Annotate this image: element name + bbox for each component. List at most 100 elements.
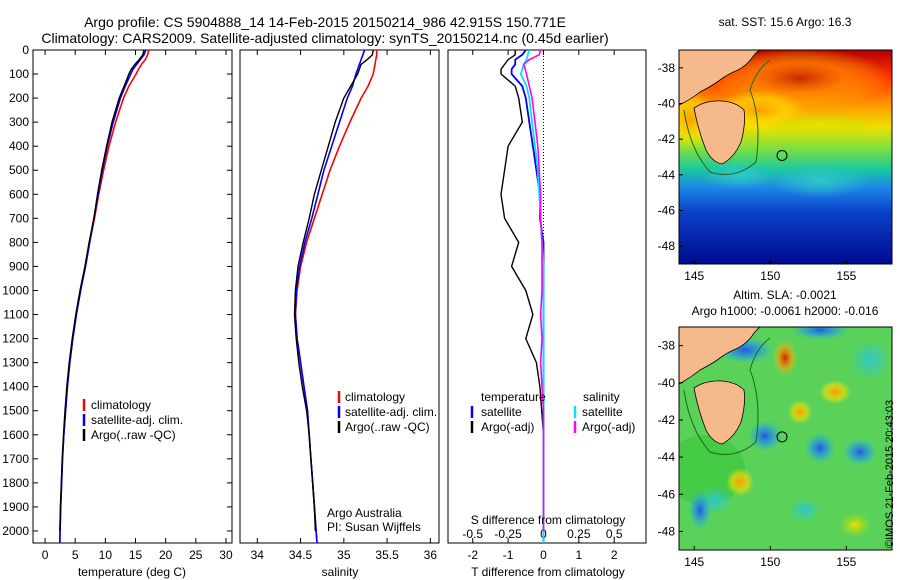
sst-heatmap (679, 50, 892, 264)
temperature-profile-panel: 0100200300400500600700800900100011001200… (2, 43, 646, 579)
x-tick-label: -2 (467, 548, 478, 562)
map-x-tick-label: 145 (684, 555, 704, 569)
sla-map-frame (678, 326, 893, 551)
legend-temperature-title: temperature (481, 390, 546, 404)
x-tick-label: 2 (611, 548, 618, 562)
series-line-salinity-argo-adj- (522, 49, 545, 531)
map-x-tick-label: 145 (684, 269, 704, 283)
depth-tick-label: 100 (9, 67, 29, 81)
legend-argo-raw-label: Argo(..raw -QC) (345, 420, 430, 434)
x-tick-label: 36 (424, 548, 438, 562)
map-y-tick-label: -40 (658, 376, 676, 390)
map-y-tick-label: -46 (658, 204, 676, 218)
x-tick-label: -1 (503, 548, 514, 562)
legend-salinity-title: salinity (583, 390, 620, 404)
depth-tick-label: 500 (9, 163, 29, 177)
map-y-tick-label: -48 (658, 239, 676, 253)
map-x-tick-label: 155 (836, 269, 856, 283)
x-tick-label: 35 (337, 548, 351, 562)
x-tick-label: 34 (251, 548, 265, 562)
legend-t-argo-label: Argo(-adj) (481, 420, 534, 434)
map-x-tick-label: 155 (836, 555, 856, 569)
x-tick-label: 0 (42, 548, 49, 562)
depth-tick-label: 1100 (3, 308, 29, 322)
sla-map-title: Altim. SLA: -0.0021 (733, 288, 837, 302)
legend-satellite-clim-label: satellite-adj. clim. (91, 413, 183, 427)
difference-plot-frame (447, 49, 647, 544)
sst-map-panel: sat. SST: 15.6 Argo: 16.3 145 150 155 -38 -4… (658, 15, 893, 283)
figure-title-line2: Climatology: CARS2009. Satellite-adjuste… (41, 30, 609, 46)
depth-tick-label: 1700 (2, 452, 29, 466)
t-difference-x-label: T difference from climatology (471, 565, 625, 579)
x-tick-label: 0 (540, 548, 547, 562)
sst-map-axes: 145 150 155 -38 -40 -42 -44 -46 -48 (658, 61, 857, 283)
difference-series (500, 49, 545, 543)
sla-heatmap (679, 327, 892, 550)
argo-australia-annotation: Argo Australia (327, 506, 402, 520)
legend-argo-raw-label: Argo(..raw -QC) (91, 428, 176, 442)
depth-tick-label: 600 (9, 187, 29, 201)
depth-tick-label: 700 (9, 211, 29, 225)
depth-tick-label: 1900 (2, 500, 29, 514)
temperature-x-label: temperature (deg C) (78, 565, 186, 579)
difference-profile-panel: -2 -1 0 1 2-0.5 -0.25 0 0.25 0.5 T difference fr… (447, 49, 647, 579)
x-top-tick-label: -0.5 (462, 527, 483, 541)
depth-tick-label: 800 (9, 235, 29, 249)
temperature-plot-frame (32, 49, 233, 544)
depth-contour (683, 59, 771, 175)
map-y-tick-label: -48 (658, 524, 676, 538)
temperature-legend: climatology satellite-adj. clim. Argo(..… (82, 398, 183, 442)
x-top-tick-label: -0.25 (494, 527, 522, 541)
depth-axis: 0 100 200 300 400 500 600 700 800 900 1000 1100 1200… (2, 43, 646, 538)
australia-mainland-shape (679, 50, 761, 106)
x-top-tick-label: 0.25 (567, 527, 591, 541)
salinity-profile-panel: 34 34.5 35 35.5 36 salinity climatology sate… (239, 49, 440, 579)
x-tick-label: 10 (99, 548, 113, 562)
x-tick-label: 30 (219, 548, 233, 562)
depth-tick-label: 900 (9, 259, 29, 273)
legend-climatology-label: climatology (91, 398, 151, 412)
salinity-legend: climatology satellite-adj. clim. Argo(..… (337, 390, 437, 434)
x-tick-label: 20 (159, 548, 173, 562)
sla-map-panel: Altim. SLA: -0.0021 Argo h1000: -0.0061 … (658, 288, 893, 569)
map-y-tick-label: -44 (658, 450, 676, 464)
depth-tick-label: 1200 (2, 332, 29, 346)
depth-tick-label: 1500 (2, 404, 29, 418)
imos-credit: ©IMOS 21-Feb-2015 20:43:03 (884, 400, 896, 548)
legend-s-satellite-label: satellite (582, 405, 623, 419)
difference-legend: temperature salinity satellite Argo(-adj… (470, 390, 635, 434)
s-difference-x-label: S difference from climatology (471, 513, 626, 527)
argo-float-marker (776, 431, 788, 443)
map-y-tick-label: -42 (658, 413, 676, 427)
map-y-tick-label: -40 (658, 97, 676, 111)
legend-satellite-clim-label: satellite-adj. clim. (345, 405, 437, 419)
x-tick-label: 1 (575, 548, 582, 562)
map-x-tick-label: 150 (760, 269, 780, 283)
map-y-tick-label: -44 (658, 168, 676, 182)
sst-map-title: sat. SST: 15.6 Argo: 16.3 (719, 15, 852, 29)
depth-tick-label: 300 (9, 115, 29, 129)
sla-map-axes: 145 150 155 -38 -40 -42 -44 -46 -48 (658, 339, 857, 569)
map-y-tick-label: -38 (658, 339, 676, 353)
tasmania-shape (693, 380, 745, 445)
pi-annotation: PI: Susan Wijffels (327, 520, 421, 534)
x-tick-label: 15 (129, 548, 143, 562)
salinity-x-axis: 34 34.5 35 35.5 36 (251, 50, 438, 562)
depth-tick-label: 2000 (2, 524, 29, 538)
sst-map-frame (678, 49, 893, 265)
x-tick-label: 35.5 (375, 548, 399, 562)
legend-climatology-label: climatology (345, 390, 405, 404)
series-line-argo-raw-qc- (59, 49, 145, 532)
temperature-x-axis: 0 5 10 15 20 25 30 (42, 50, 233, 562)
depth-tick-label: 0 (22, 43, 29, 57)
depth-tick-label: 1800 (2, 476, 29, 490)
legend-s-argo-label: Argo(-adj) (582, 420, 635, 434)
sla-map-subtitle: Argo h1000: -0.0061 h2000: -0.016 (692, 304, 879, 318)
depth-tick-label: 1400 (2, 380, 29, 394)
map-y-tick-label: -46 (658, 487, 676, 501)
map-y-tick-label: -42 (658, 132, 676, 146)
depth-contour (683, 337, 771, 455)
depth-tick-label: 200 (9, 91, 29, 105)
salinity-series (293, 49, 378, 544)
